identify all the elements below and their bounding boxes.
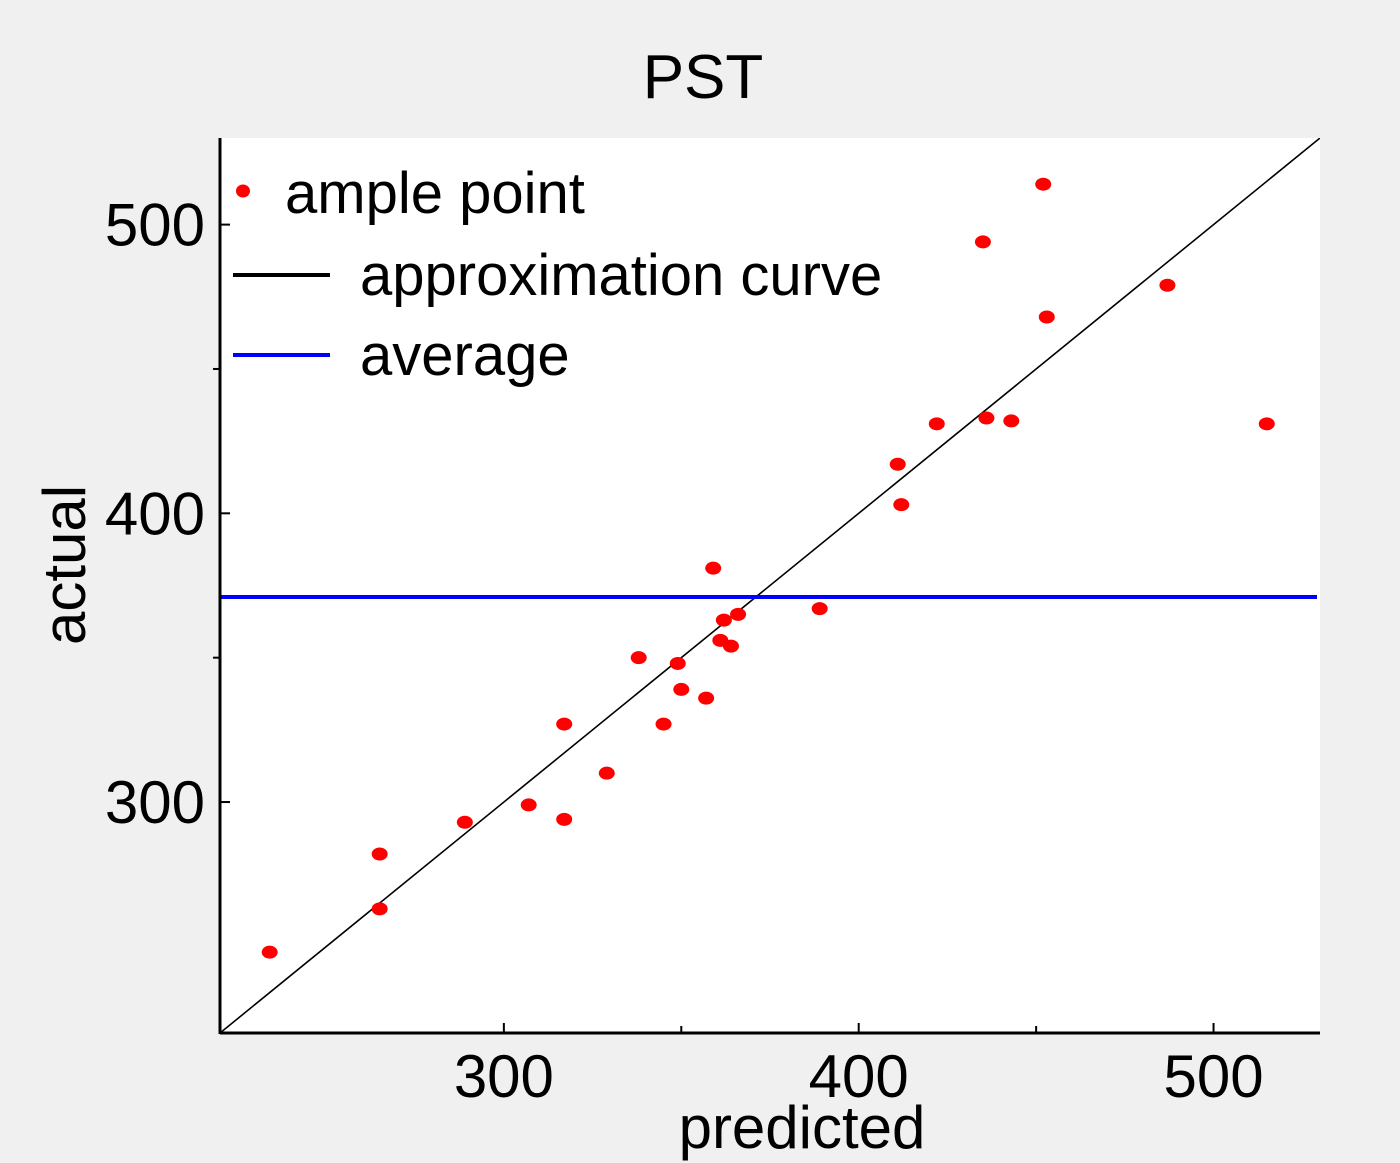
sample-point — [655, 717, 672, 731]
sample-point — [1035, 177, 1052, 191]
sample-point — [722, 639, 739, 653]
sample-point — [811, 602, 828, 616]
legend-label: ample point — [285, 161, 585, 226]
sample-point — [556, 717, 573, 731]
y-tick-label: 400 — [105, 480, 205, 547]
sample-point — [978, 411, 995, 425]
sample-point — [520, 798, 537, 812]
sample-point — [1159, 278, 1176, 292]
sample-point — [705, 561, 722, 575]
sample-point — [698, 691, 715, 705]
sample-point — [928, 417, 945, 431]
sample-point — [669, 656, 686, 670]
sample-point — [1258, 417, 1275, 431]
y-tick-label: 300 — [105, 769, 205, 836]
axes-layer: 300 400 500 300 400 500 — [105, 138, 1320, 1110]
sample-point — [371, 847, 388, 861]
legend-label: average — [360, 323, 570, 388]
sample-point — [889, 457, 906, 471]
y-tick-label: 500 — [105, 192, 205, 259]
sample-point — [456, 815, 473, 829]
x-axis-label: predicted — [679, 1094, 926, 1161]
series-layer — [220, 138, 1320, 1033]
y-axis-label: actual — [31, 485, 98, 645]
x-tick-label: 400 — [809, 1043, 909, 1110]
x-tick-label: 300 — [454, 1043, 554, 1110]
sample-point — [715, 613, 732, 627]
legend-label: approximation curve — [360, 243, 882, 308]
sample-point — [371, 902, 388, 916]
sample-point — [261, 945, 278, 959]
sample-point — [730, 607, 747, 621]
sample-point — [1038, 310, 1055, 324]
legend-marker — [236, 184, 250, 198]
x-tick-label: 500 — [1163, 1043, 1263, 1110]
sample-point — [556, 812, 573, 826]
sample-point — [893, 498, 910, 512]
sample-point — [1003, 414, 1020, 428]
sample-point — [598, 766, 615, 780]
chart-title: PST — [643, 43, 764, 112]
approximation-curve — [220, 138, 1320, 1033]
legend: ample point approximation curve average — [233, 161, 882, 388]
sample-point — [974, 235, 991, 249]
sample-point — [673, 682, 690, 696]
sample-point — [630, 651, 647, 665]
